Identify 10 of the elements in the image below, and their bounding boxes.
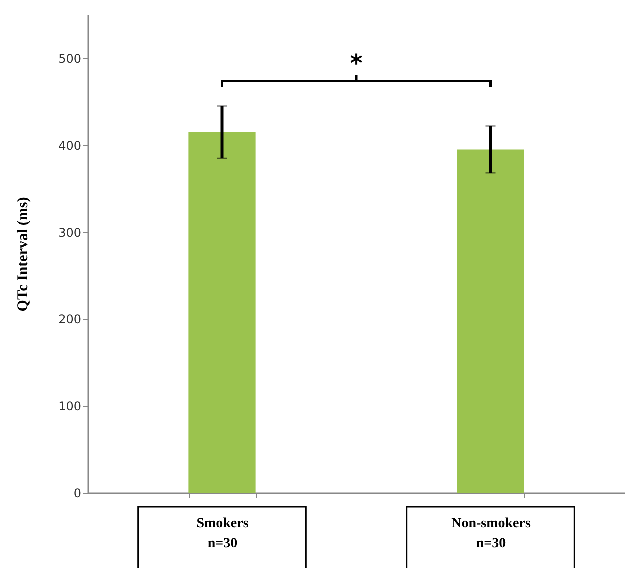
x-tick-label: Smokers n=30 [196, 516, 250, 552]
y-tick-label: 300 [58, 226, 82, 240]
y-axis-title: QTc Interval (ms) [16, 197, 32, 312]
x-tick-label: Non-smokers n=30 [452, 516, 532, 552]
annotation: * [350, 49, 364, 78]
y-tick-label: 400 [58, 138, 82, 153]
y-tick-label: 200 [58, 312, 82, 327]
y-tick-label: 0 [74, 486, 82, 500]
y-tick-label: 100 [58, 400, 82, 414]
y-tick-label: 500 [58, 52, 82, 66]
